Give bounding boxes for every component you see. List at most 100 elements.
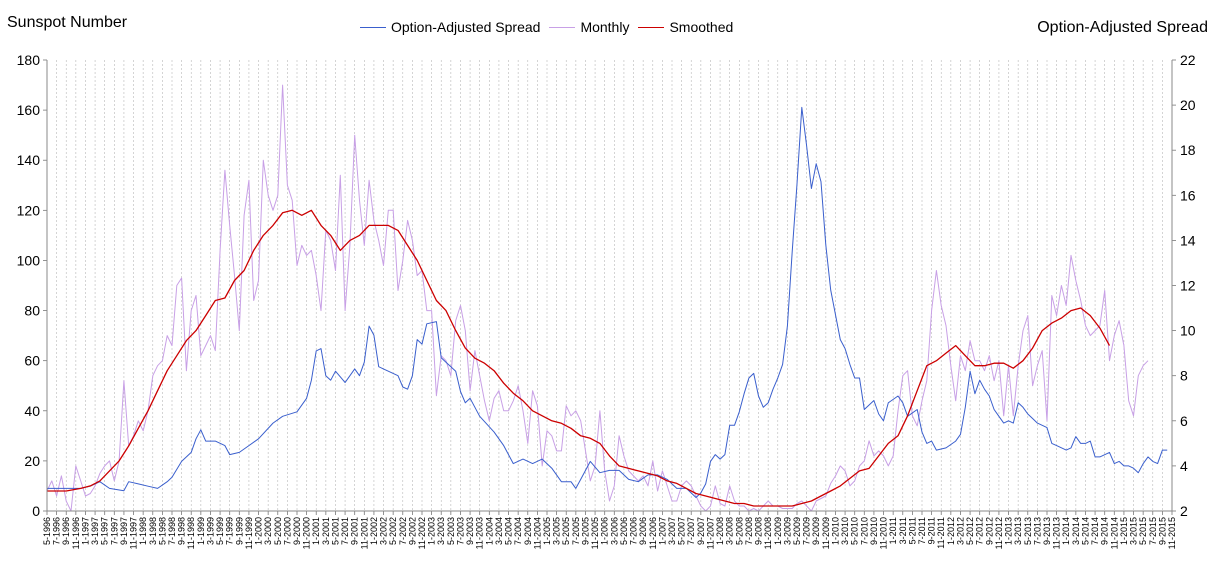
gridlines: [46, 60, 1173, 511]
series-line-option-adjusted-spread: [47, 106, 1168, 498]
left-tick-label: 100: [17, 252, 41, 268]
x-tick-label: 5-2003: [446, 517, 456, 545]
x-tick-label: 5-1998: [157, 517, 167, 545]
x-tick-label: 1-2002: [369, 517, 379, 545]
x-tick-label: 9-1998: [177, 517, 187, 545]
x-tick-label: 3-2003: [436, 517, 446, 545]
x-tick-label: 3-2006: [609, 517, 619, 545]
x-tick-label: 1-2006: [600, 517, 610, 545]
x-tick-label: 5-1999: [215, 517, 225, 545]
x-tick-label: 3-2010: [840, 517, 850, 545]
x-tick-label: 3-2005: [552, 517, 562, 545]
x-tick-label: 7-2011: [917, 517, 927, 544]
x-tick-label: 7-2004: [513, 517, 523, 545]
x-tick-label: 11-2013: [1052, 517, 1062, 549]
left-tick-label: 0: [32, 503, 40, 519]
x-tick-label: 11-1996: [71, 517, 81, 549]
series-layer: [46, 84, 1168, 512]
legend-swatch-monthly: [549, 26, 576, 28]
left-tick-label: 180: [17, 52, 41, 68]
x-tick-label: 7-2000: [282, 517, 292, 545]
x-tick-label: 1-1998: [138, 517, 148, 545]
x-tick-label: 5-2015: [1138, 517, 1148, 545]
x-tick-label: 7-2015: [1148, 517, 1158, 545]
x-tick-label: 1-2003: [427, 517, 437, 545]
x-tick-label: 1-2009: [773, 517, 783, 545]
left-tick-label: 60: [24, 353, 40, 369]
right-tick-label: 6: [1180, 413, 1188, 429]
x-tick-label: 11-2008: [763, 517, 773, 549]
x-tick-label: 7-2003: [455, 517, 465, 545]
left-tick-label: 140: [17, 152, 41, 168]
x-tick-label: 9-2004: [523, 517, 533, 545]
x-tick-label: 9-2000: [292, 517, 302, 545]
x-tick-label: 9-2001: [350, 517, 360, 545]
x-tick-label: 11-2010: [879, 517, 889, 549]
x-tick-label: 7-2005: [571, 517, 581, 545]
left-tick-label: 40: [24, 403, 40, 419]
x-tick-label: 11-2015: [1167, 517, 1177, 549]
left-tick-label: 120: [17, 202, 41, 218]
x-tick-label: 5-2002: [388, 517, 398, 545]
x-tick-label: 9-2012: [984, 517, 994, 545]
x-tick-label: 11-2003: [475, 517, 485, 549]
x-tick-label: 11-1997: [129, 517, 139, 549]
x-tick-label: 7-2001: [340, 517, 350, 545]
x-tick-label: 9-2008: [754, 517, 764, 545]
right-tick-label: 8: [1180, 368, 1188, 384]
x-tick-label: 11-2004: [532, 517, 542, 549]
x-tick-label: 1-2005: [542, 517, 552, 545]
right-tick-label: 22: [1180, 52, 1196, 68]
x-tick-label: 3-2015: [1129, 517, 1139, 545]
x-tick-label: 11-2009: [821, 517, 831, 549]
x-tick-label: 11-2014: [1109, 517, 1119, 549]
left-axis-title: Sunspot Number: [7, 14, 128, 31]
left-tick-label: 20: [24, 453, 40, 469]
x-tick-label: 9-2013: [1042, 517, 1052, 545]
x-tick-label: 3-2004: [494, 517, 504, 545]
x-tick-label: 7-2002: [398, 517, 408, 545]
legend-label-smoothed: Smoothed: [669, 19, 734, 35]
x-tick-label: 5-2004: [504, 517, 514, 545]
x-tick-label: 5-2000: [273, 517, 283, 545]
legend-item-monthly: Monthly: [549, 19, 629, 35]
legend-swatch-oas: [360, 26, 386, 28]
x-tick-label: 9-2009: [811, 517, 821, 545]
legend-label-monthly: Monthly: [580, 19, 630, 35]
x-tick-label: 9-1997: [119, 517, 129, 545]
left-axis-ticks: 0 20 40 60 80 100 120 140 160 180: [17, 52, 47, 519]
right-tick-label: 4: [1180, 458, 1188, 474]
right-tick-label: 20: [1180, 97, 1196, 113]
x-tick-label: 9-2006: [638, 517, 648, 545]
x-tick-label: 5-2010: [850, 517, 860, 545]
left-tick-label: 80: [24, 303, 40, 319]
x-tick-label: 5-2005: [561, 517, 571, 545]
legend-label-oas: Option-Adjusted Spread: [391, 19, 541, 35]
x-tick-label: 7-1997: [109, 517, 119, 545]
x-tick-label: 11-2006: [648, 517, 658, 549]
x-tick-label: 7-2009: [802, 517, 812, 545]
x-tick-label: 1-1999: [196, 517, 206, 545]
x-tick-label: 3-1999: [205, 517, 215, 545]
x-tick-label: 1-2014: [1061, 517, 1071, 545]
right-tick-label: 12: [1180, 278, 1196, 294]
x-tick-label: 11-2002: [417, 517, 427, 549]
x-tick-label: 1-2015: [1119, 517, 1129, 545]
x-tick-label: 9-2014: [1100, 517, 1110, 545]
x-tick-label: 1-2001: [311, 517, 321, 545]
x-tick-label: 7-2014: [1090, 517, 1100, 545]
x-tick-label: 3-2002: [379, 517, 389, 545]
x-tick-label: 11-2011: [936, 517, 946, 549]
x-tick-label: 11-1999: [244, 517, 254, 549]
x-tick-label: 9-1996: [61, 517, 71, 545]
x-tick-label: 1-2000: [254, 517, 264, 545]
x-tick-label: 9-2010: [869, 517, 879, 545]
right-tick-label: 10: [1180, 323, 1196, 339]
right-tick-label: 14: [1180, 232, 1196, 248]
x-tick-label: 9-2003: [465, 517, 475, 545]
legend-item-oas: Option-Adjusted Spread: [360, 19, 540, 35]
x-tick-label: 9-2015: [1157, 517, 1167, 545]
x-tick-label: 1-2004: [484, 517, 494, 545]
x-tick-label: 9-2007: [696, 517, 706, 545]
